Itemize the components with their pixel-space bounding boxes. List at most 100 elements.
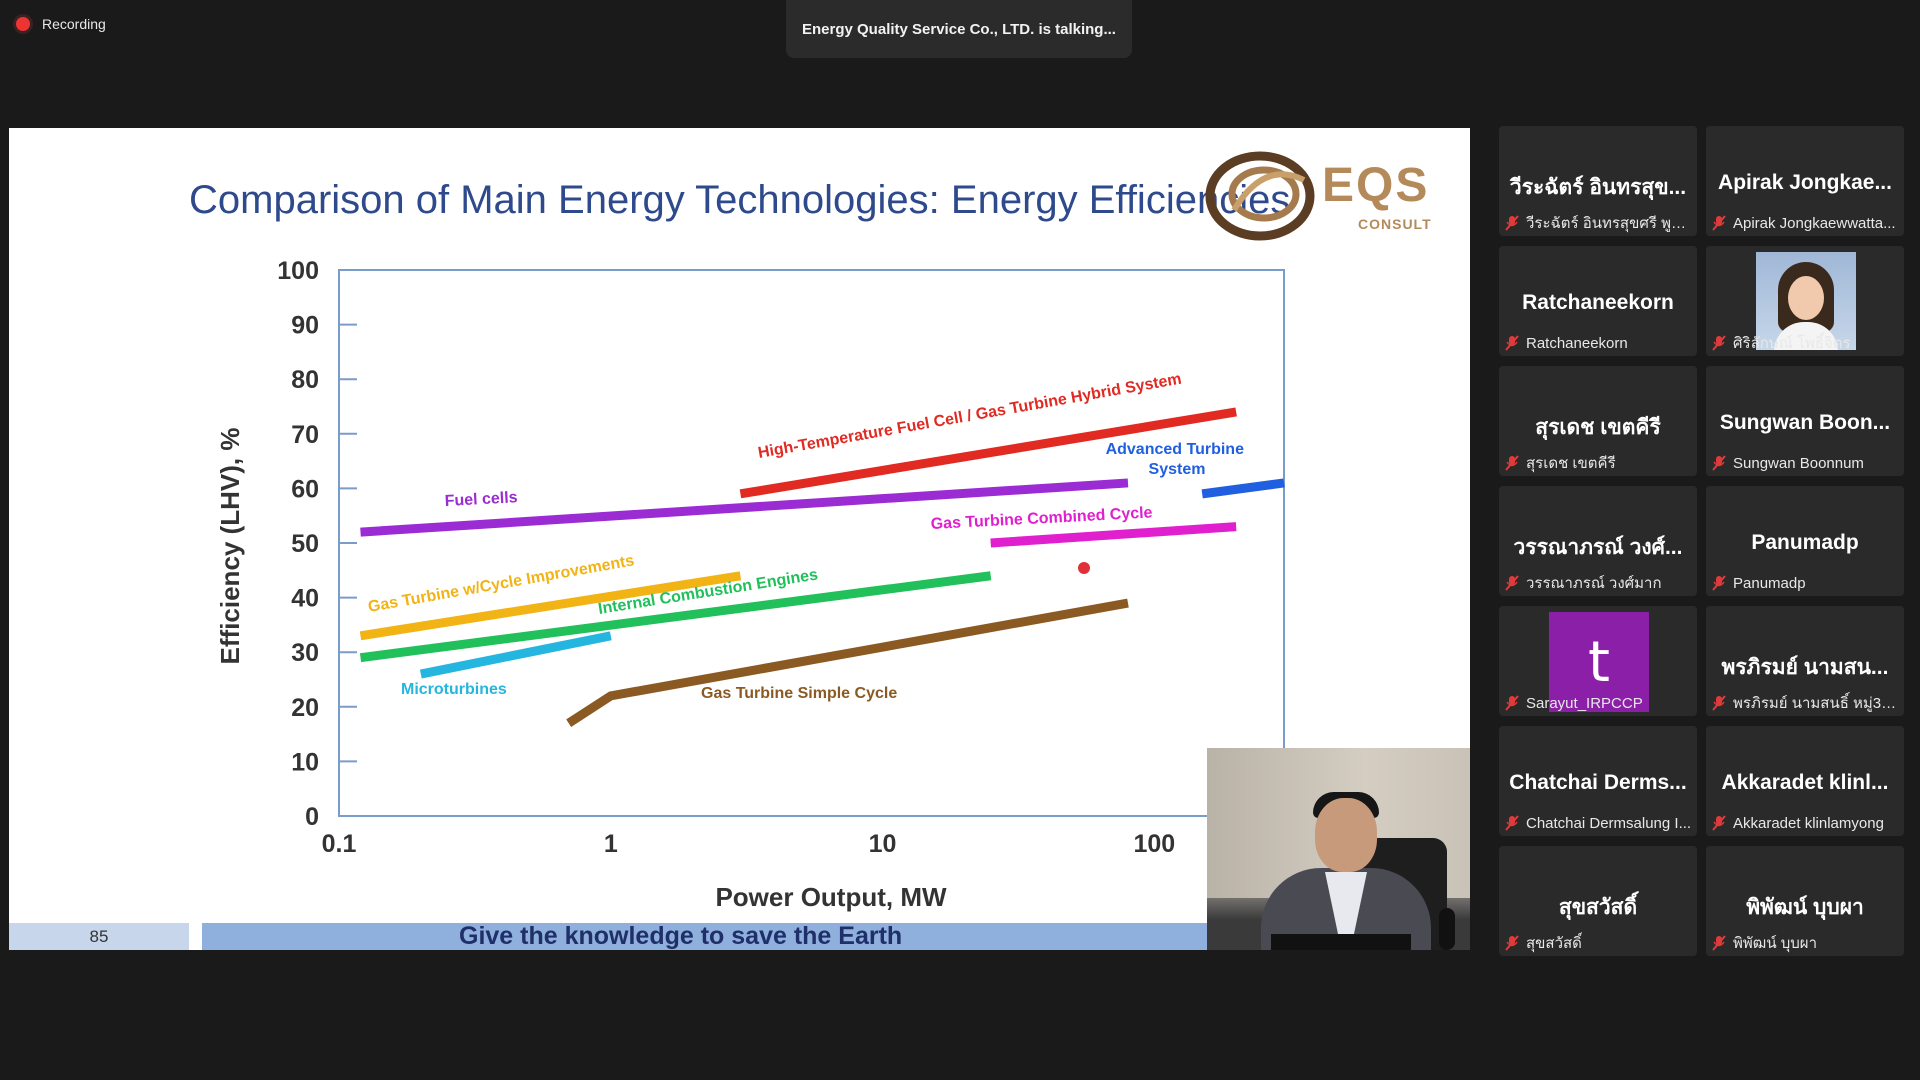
series-line-2: [1201, 478, 1285, 499]
participant-tile[interactable]: Ratchaneekorn Ratchaneekorn: [1499, 246, 1697, 356]
participant-footer: วีระฉัตร์ อินทรสุขศรี พูนไล่: [1505, 212, 1693, 234]
participant-footer: พิพัฒน์ บุบผา: [1712, 932, 1900, 954]
series-line-3: [990, 522, 1237, 548]
participant-label: Ratchaneekorn: [1526, 334, 1628, 352]
participant-name: สุขสวัสดิ์: [1558, 896, 1638, 919]
y-tick-label: 90: [291, 312, 319, 340]
participant-label: สุรเดช เขตคีรี: [1526, 455, 1616, 472]
participant-tile[interactable]: พิพัฒน์ บุบผา พิพัฒน์ บุบผา: [1706, 846, 1904, 956]
participant-footer: Panumadp: [1712, 572, 1900, 594]
participant-footer: วรรณาภรณ์ วงศ์มาก: [1505, 572, 1693, 594]
x-axis-label: Power Output, MW: [715, 882, 947, 912]
logo-subtext: CONSULT: [1358, 216, 1432, 232]
series-label-gt-simple: Gas Turbine Simple Cycle: [701, 685, 897, 702]
participant-tile[interactable]: สุขสวัสดิ์ สุขสวัสดิ์: [1499, 846, 1697, 956]
logo-text: EQS: [1322, 159, 1430, 212]
participant-name: วรรณาภรณ์ วงศ์...: [1513, 536, 1683, 559]
avatar: [1756, 252, 1856, 350]
participant-tile[interactable]: ศิริลักษณ์ โพธิ์จิตร: [1706, 246, 1904, 356]
y-tick-label: 80: [291, 366, 319, 394]
avatar: t: [1549, 612, 1649, 712]
participant-label: Akkaradet klinlamyong: [1733, 814, 1884, 832]
series-label-gtcc: Gas Turbine Combined Cycle: [930, 504, 1153, 533]
series-label-gt-improvements: Gas Turbine w/Cycle Improvements: [367, 552, 636, 616]
ats-label-line1: Advanced Turbine: [1106, 441, 1244, 458]
mic-muted-icon: [1505, 455, 1519, 471]
series-label-fuel-cells: Fuel cells: [444, 489, 518, 510]
presenter-video[interactable]: [1207, 748, 1470, 950]
laser-pointer: [1076, 560, 1092, 576]
y-tick-label: 20: [291, 694, 319, 722]
series-line-7: [566, 598, 1129, 727]
participant-tile[interactable]: Sungwan Boon... Sungwan Boonnum: [1706, 366, 1904, 476]
participant-footer: Ratchaneekorn: [1505, 332, 1693, 354]
active-speaker-banner: Energy Quality Service Co., LTD. is talk…: [786, 0, 1132, 58]
participant-footer: Apirak Jongkaewwatta...: [1712, 212, 1900, 234]
participant-name: พิพัฒน์ บุบผา: [1746, 896, 1864, 919]
y-tick-label: 40: [291, 585, 319, 613]
mic-muted-icon: [1505, 695, 1519, 711]
participant-label: Sungwan Boonnum: [1733, 454, 1864, 472]
ats-label-line2: System: [1149, 461, 1206, 478]
participant-label: Sarayut_IRPCCP: [1526, 694, 1643, 712]
logo-swirl-icon: [1205, 151, 1315, 241]
participant-footer: สุรเดช เขตคีรี: [1505, 452, 1693, 474]
y-tick-label: 10: [291, 748, 319, 776]
mic-muted-icon: [1712, 695, 1726, 711]
participant-name: Panumadp: [1751, 531, 1859, 554]
participant-footer: Akkaradet klinlamyong: [1712, 812, 1900, 834]
participant-label: พรภิรมย์ นามสนธิ์ หมู่3 ต....: [1733, 695, 1900, 712]
record-icon: [16, 17, 30, 31]
series-label-microturbines: Microturbines: [401, 681, 507, 698]
x-tick-label: 1: [604, 830, 618, 858]
mic-muted-icon: [1505, 815, 1519, 831]
participant-name: Apirak Jongkae...: [1718, 171, 1892, 194]
participant-tile[interactable]: วรรณาภรณ์ วงศ์... วรรณาภรณ์ วงศ์มาก: [1499, 486, 1697, 596]
participant-name: พรภิรมย์ นามสน...: [1721, 656, 1889, 679]
series-line-5: [359, 571, 992, 663]
participant-name: วีระฉัตร์ อินทรสุข...: [1509, 176, 1687, 199]
participant-tile[interactable]: สุรเดช เขตคีรี สุรเดช เขตคีรี: [1499, 366, 1697, 476]
mic-muted-icon: [1505, 935, 1519, 951]
y-tick-label: 30: [291, 639, 319, 667]
eqs-logo: EQS CONSULT: [1204, 146, 1444, 246]
mic-muted-icon: [1712, 815, 1726, 831]
series-line-0: [360, 478, 1129, 537]
mic-muted-icon: [1505, 215, 1519, 231]
x-tick-label: 100: [1133, 830, 1175, 858]
participant-tile[interactable]: Chatchai Derms... Chatchai Dermsalung I..…: [1499, 726, 1697, 836]
participant-name: Chatchai Derms...: [1509, 771, 1687, 794]
participant-footer: ศิริลักษณ์ โพธิ์จิตร: [1712, 332, 1900, 354]
participant-tile[interactable]: วีระฉัตร์ อินทรสุข... วีระฉัตร์ อินทรสุขศ…: [1499, 126, 1697, 236]
participant-label: วรรณาภรณ์ วงศ์มาก: [1526, 575, 1662, 592]
participant-tile[interactable]: t Sarayut_IRPCCP: [1499, 606, 1697, 716]
participant-footer: Chatchai Dermsalung I...: [1505, 812, 1693, 834]
participant-label: Panumadp: [1733, 574, 1806, 592]
participant-footer: Sungwan Boonnum: [1712, 452, 1900, 474]
participant-name: Ratchaneekorn: [1522, 291, 1674, 314]
y-tick-label: 70: [291, 421, 319, 449]
mic-muted-icon: [1712, 455, 1726, 471]
mic-muted-icon: [1712, 575, 1726, 591]
participant-tile[interactable]: พรภิรมย์ นามสน... พรภิรมย์ นามสนธิ์ หมู่3…: [1706, 606, 1904, 716]
series-line-4: [359, 571, 742, 641]
slide-title: Comparison of Main Energy Technologies: …: [189, 178, 1291, 222]
participant-name: สุรเดช เขตคีรี: [1535, 416, 1661, 439]
participant-label: Chatchai Dermsalung I...: [1526, 814, 1692, 832]
shared-screen-slide: Comparison of Main Energy Technologies: …: [9, 128, 1470, 950]
recording-indicator[interactable]: Recording: [16, 16, 106, 32]
page-number: 85: [9, 923, 189, 950]
participant-tile[interactable]: Apirak Jongkae... Apirak Jongkaewwatta...: [1706, 126, 1904, 236]
participant-label: วีระฉัตร์ อินทรสุขศรี พูนไล่: [1526, 215, 1693, 232]
participant-tile[interactable]: Panumadp Panumadp: [1706, 486, 1904, 596]
recording-label: Recording: [42, 16, 106, 32]
participant-label: พิพัฒน์ บุบผา: [1733, 935, 1818, 952]
participant-footer: Sarayut_IRPCCP: [1505, 692, 1693, 714]
x-tick-label: 0.1: [322, 830, 357, 858]
participant-label: สุขสวัสดิ์: [1526, 935, 1582, 952]
participant-tile[interactable]: Akkaradet klinl... Akkaradet klinlamyong: [1706, 726, 1904, 836]
participant-name: Sungwan Boon...: [1719, 411, 1891, 434]
y-tick-label: 60: [291, 475, 319, 503]
y-tick-label: 0: [305, 803, 319, 831]
participant-label: ศิริลักษณ์ โพธิ์จิตร: [1733, 335, 1851, 352]
